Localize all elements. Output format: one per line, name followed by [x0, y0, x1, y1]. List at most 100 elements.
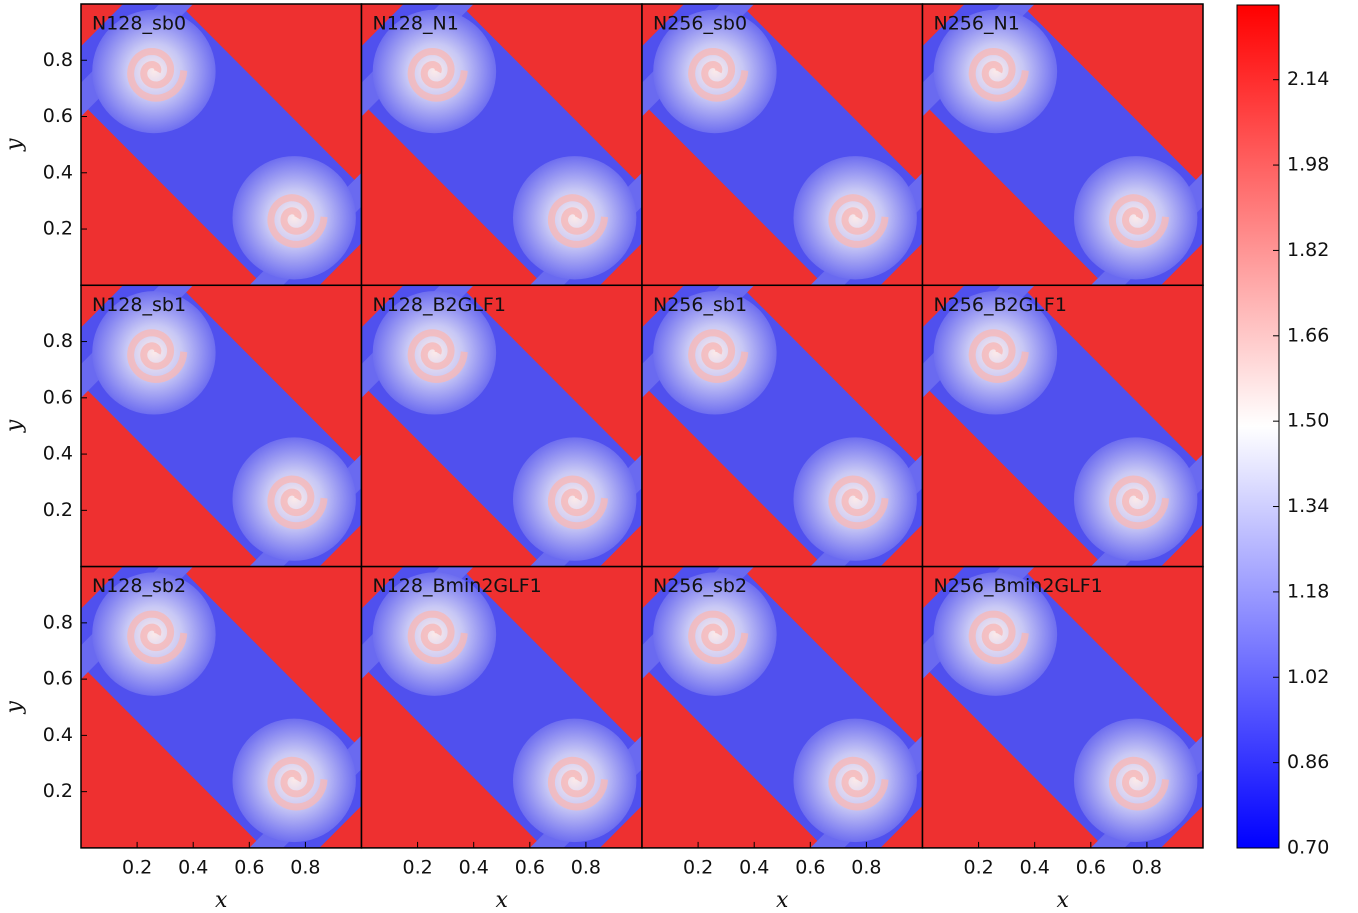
x-tick-label: 0.8	[851, 856, 881, 878]
vortex-arm	[407, 47, 468, 102]
heatmap	[361, 285, 642, 567]
x-tick-label: 0.2	[683, 856, 713, 878]
y-tick-label: 0.2	[43, 499, 73, 521]
colorbar-tick-label: 1.82	[1287, 239, 1329, 261]
y-tick-label: 0.2	[43, 218, 73, 240]
vortex-arm	[547, 475, 608, 530]
vortex-arm	[547, 194, 608, 248]
colorbar-tick-label: 2.14	[1287, 68, 1329, 90]
vortex	[232, 718, 356, 843]
vortex	[793, 156, 917, 280]
vortex	[653, 572, 777, 696]
x-tick-label: 0.4	[1020, 856, 1050, 878]
vortex	[232, 156, 356, 280]
x-tick-label: 0.4	[459, 856, 489, 878]
vortex-arm	[688, 329, 749, 384]
vortex	[92, 572, 216, 696]
vortex	[372, 572, 497, 696]
vortex	[372, 9, 497, 134]
heatmap	[922, 4, 1203, 286]
panel-label: N128_B2GLF1	[373, 294, 506, 316]
vortex-arm	[547, 756, 608, 811]
vortex	[793, 437, 917, 561]
x-tick-label: 0.8	[1132, 856, 1162, 878]
vortex-arm	[828, 194, 889, 248]
heatmap	[81, 566, 362, 848]
panel-label: N128_sb1	[92, 294, 186, 316]
vortex-arm	[968, 329, 1029, 384]
vortex	[512, 718, 637, 843]
vortex-arm	[1108, 756, 1169, 811]
x-tick-label: 0.8	[290, 856, 320, 878]
x-tick-label: 0.6	[234, 856, 264, 878]
y-tick-label: 0.4	[43, 724, 73, 746]
vortex	[653, 9, 777, 134]
vortex-arm	[267, 756, 328, 811]
vortex	[92, 9, 216, 134]
colorbar-tick-label: 1.18	[1287, 580, 1329, 602]
y-tick-label: 0.4	[43, 161, 73, 183]
x-tick-label: 0.2	[963, 856, 993, 878]
vortex	[1073, 437, 1198, 561]
x-tick-label: 0.2	[402, 856, 432, 878]
heatmap	[81, 285, 362, 567]
vortex-arm	[828, 756, 889, 811]
panel-label: N128_sb2	[92, 575, 186, 597]
heatmap	[922, 566, 1203, 848]
panel-label: N256_Bmin2GLF1	[934, 575, 1103, 597]
y-tick-label: 0.6	[43, 105, 73, 127]
vortex	[653, 291, 777, 415]
colorbar-tick-label: 1.50	[1287, 410, 1329, 432]
vortex	[1073, 718, 1198, 843]
colorbar-tick-label: 1.98	[1287, 154, 1329, 176]
colorbar-tick-label: 1.66	[1287, 324, 1329, 346]
panel-label: N256_sb1	[653, 294, 747, 316]
vortex-arm	[407, 329, 468, 384]
vortex-arm	[1108, 475, 1169, 530]
y-axis-label: y	[2, 138, 27, 152]
panel-label: N128_sb0	[92, 13, 186, 35]
x-tick-label: 0.6	[515, 856, 545, 878]
colorbar-tick-label: 1.34	[1287, 495, 1329, 517]
heatmap	[642, 566, 923, 848]
x-tick-label: 0.4	[739, 856, 769, 878]
vortex-arm	[968, 610, 1029, 665]
x-axis-label: x	[496, 888, 509, 913]
vortex	[793, 718, 917, 843]
vortex	[933, 9, 1058, 134]
vortex-arm	[267, 194, 328, 248]
vortex-arm	[127, 47, 188, 102]
panel-label: N128_Bmin2GLF1	[373, 575, 542, 597]
vortex-arm	[688, 610, 749, 665]
y-tick-label: 0.6	[43, 386, 73, 408]
heatmap	[361, 4, 642, 286]
vortex	[933, 572, 1058, 696]
colorbar	[1236, 4, 1280, 849]
y-tick-label: 0.8	[43, 611, 73, 633]
panel-label: N256_N1	[934, 13, 1020, 35]
y-tick-label: 0.6	[43, 668, 73, 690]
y-tick-label: 0.2	[43, 780, 73, 802]
y-axis-label: y	[2, 700, 27, 714]
vortex-arm	[688, 47, 749, 102]
x-tick-label: 0.6	[795, 856, 825, 878]
colorbar-tick-label: 0.86	[1287, 751, 1329, 773]
heatmap	[361, 566, 642, 848]
vortex	[372, 291, 497, 415]
y-tick-label: 0.4	[43, 443, 73, 465]
x-axis-label: x	[1057, 888, 1070, 913]
vortex	[1073, 156, 1198, 280]
vortex-arm	[267, 475, 328, 530]
heatmap	[642, 285, 923, 567]
y-tick-label: 0.8	[43, 330, 73, 352]
vortex-arm	[127, 329, 188, 384]
y-tick-label: 0.8	[43, 49, 73, 71]
panel-frame	[921, 565, 1204, 849]
panel-label: N256_B2GLF1	[934, 294, 1067, 316]
vortex-arm	[968, 47, 1029, 102]
colorbar-tick-label: 1.02	[1287, 666, 1329, 688]
y-axis-label: y	[2, 419, 27, 433]
vortex	[512, 437, 637, 561]
heatmap	[922, 285, 1203, 567]
